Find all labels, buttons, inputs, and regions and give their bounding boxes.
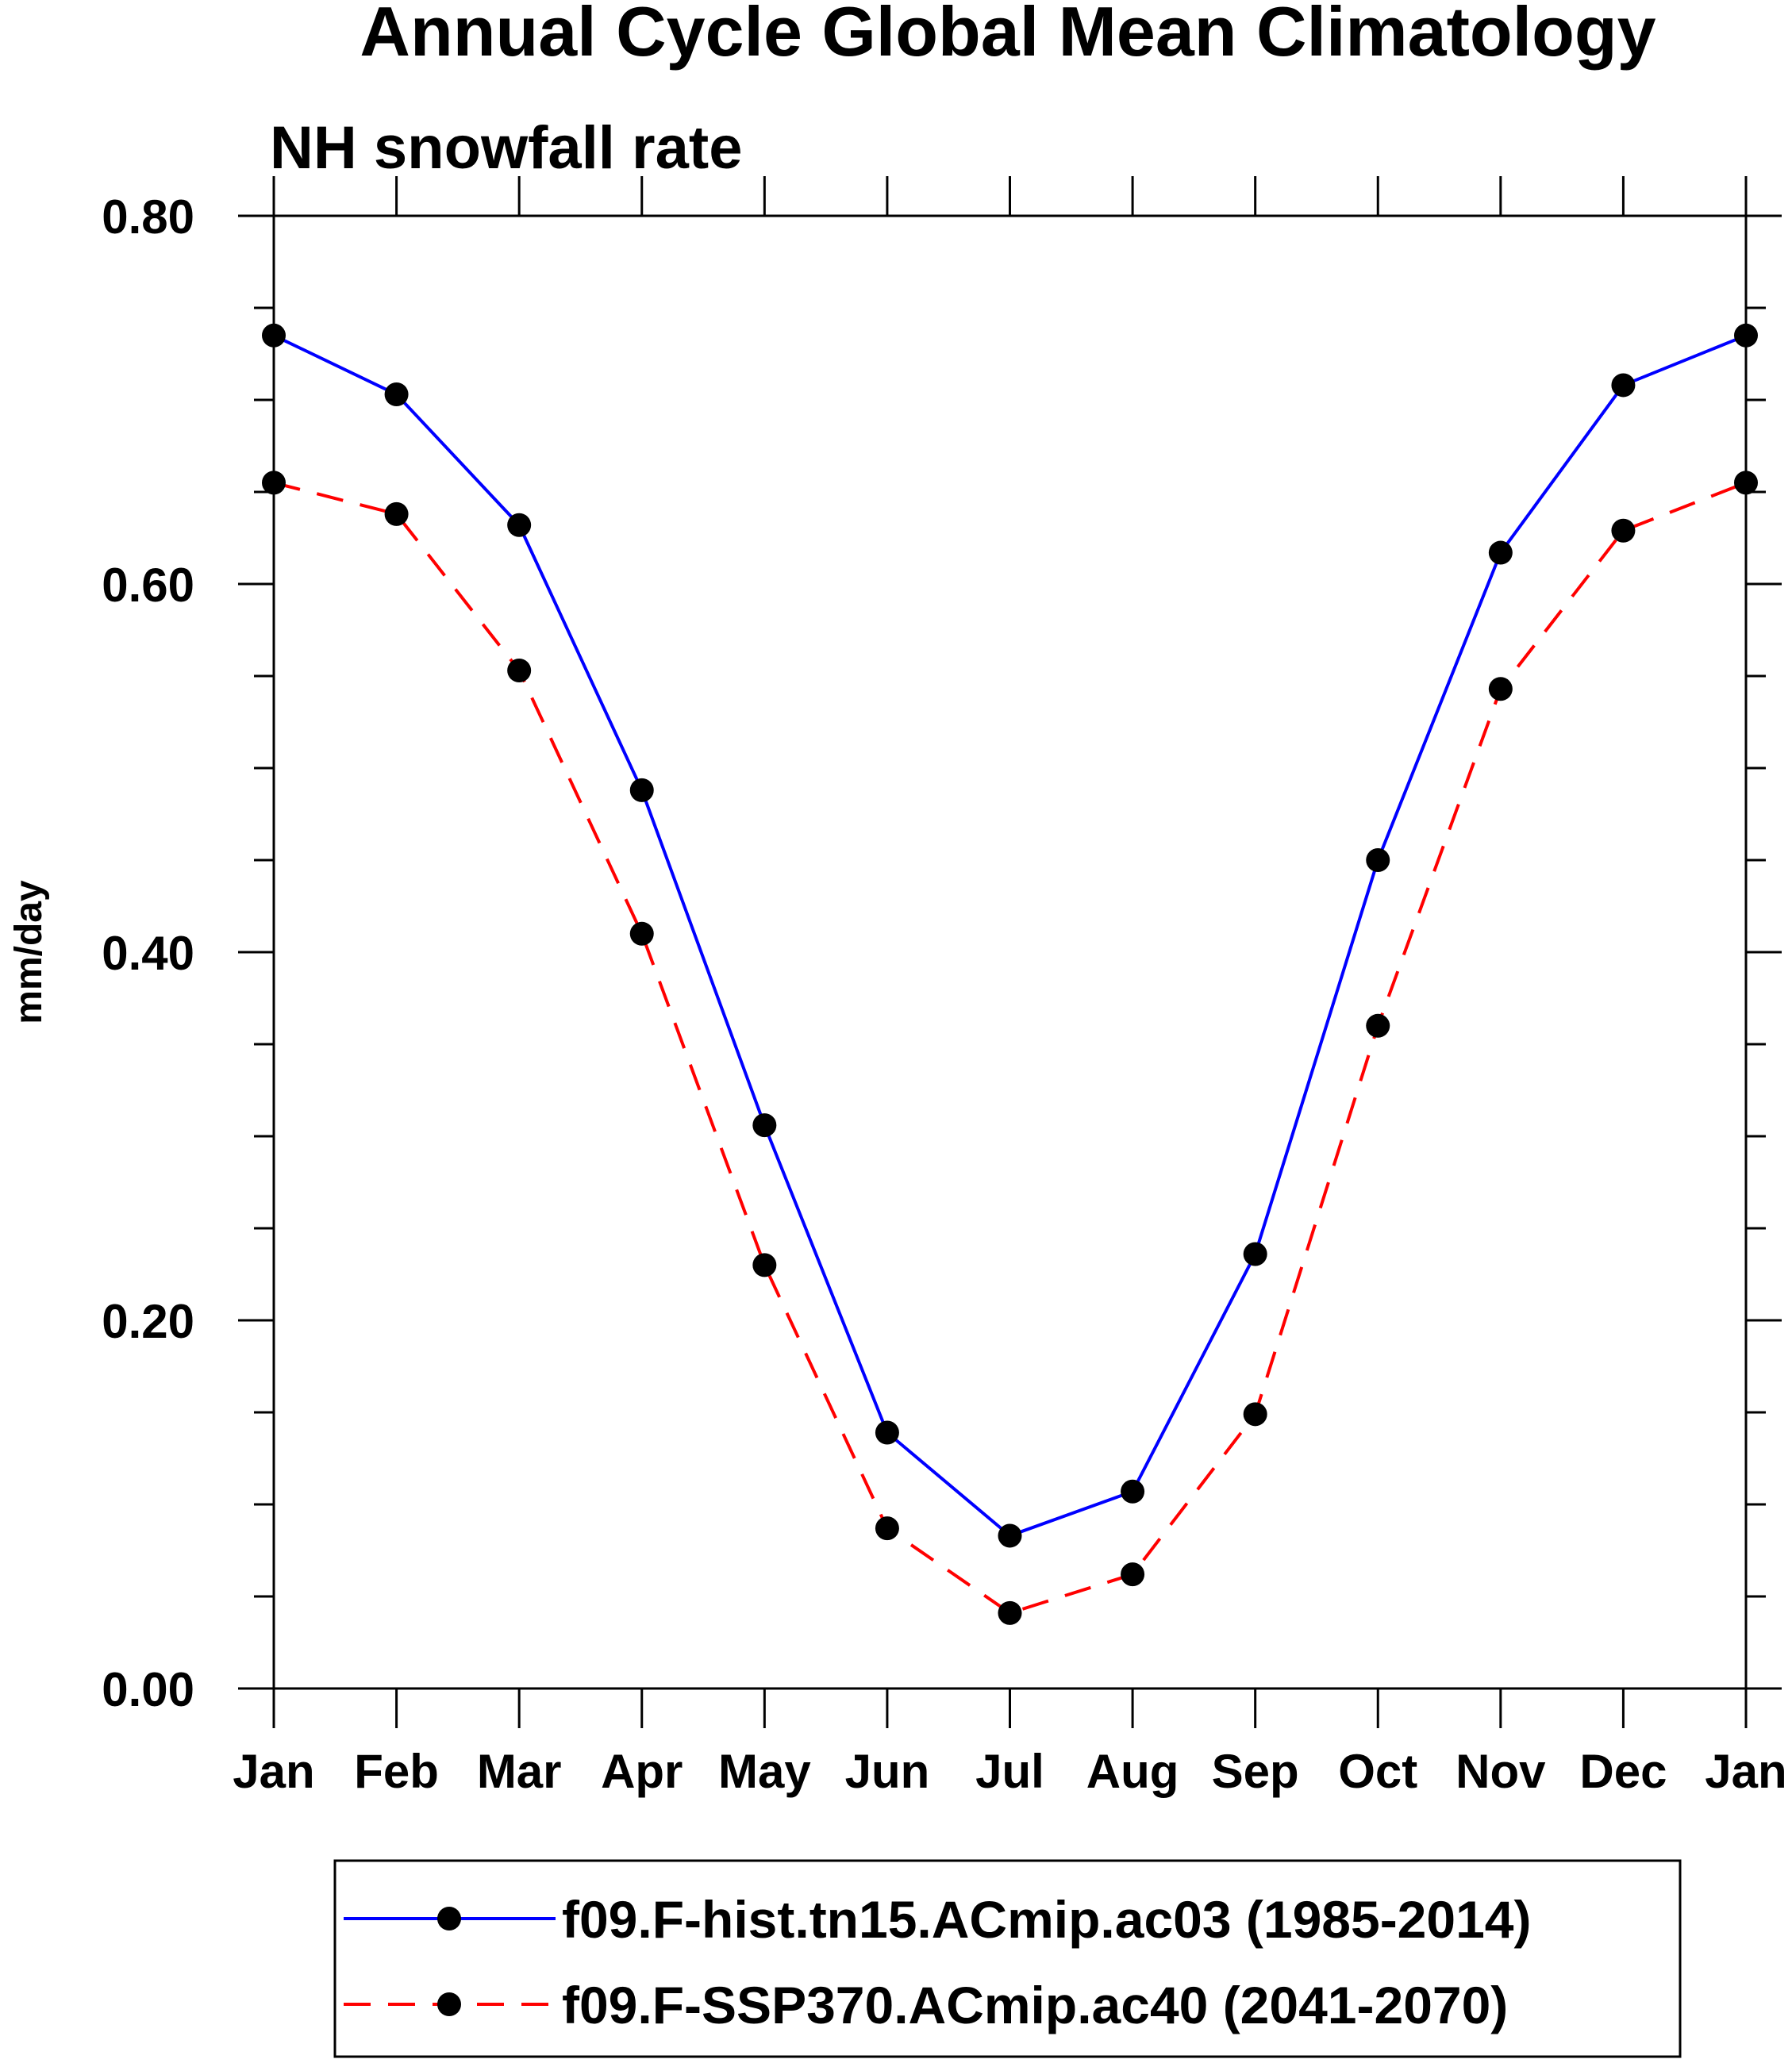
data-point bbox=[507, 513, 532, 537]
data-point bbox=[875, 1420, 899, 1445]
data-point bbox=[507, 659, 532, 683]
x-tick-label: Apr bbox=[601, 1745, 683, 1798]
data-point bbox=[1366, 848, 1390, 872]
y-tick-label: 0.20 bbox=[102, 1295, 194, 1348]
y-tick-label: 0.60 bbox=[102, 559, 194, 612]
data-point bbox=[1243, 1402, 1267, 1427]
x-tick-label: Nov bbox=[1456, 1745, 1546, 1798]
x-tick-label: Oct bbox=[1338, 1745, 1417, 1798]
y-tick-label: 0.40 bbox=[102, 927, 194, 980]
data-point bbox=[1734, 471, 1758, 495]
x-tick-label: Sep bbox=[1212, 1745, 1299, 1798]
legend: f09.F-hist.tn15.ACmip.ac03 (1985-2014) f… bbox=[333, 1859, 1682, 2058]
legend-marker-ssp370 bbox=[437, 1992, 461, 2016]
x-tick-label: Dec bbox=[1579, 1745, 1667, 1798]
x-tick-label: Feb bbox=[354, 1745, 439, 1798]
data-point bbox=[998, 1600, 1022, 1625]
data-point bbox=[875, 1516, 899, 1541]
legend-label-hist: f09.F-hist.tn15.ACmip.ac03 (1985-2014) bbox=[562, 1890, 1531, 1949]
x-tick-label: Jul bbox=[975, 1745, 1044, 1798]
data-point bbox=[1488, 677, 1513, 701]
plot-frame bbox=[272, 214, 1748, 1690]
series-line-0 bbox=[273, 333, 1747, 1538]
x-tick-label: Aug bbox=[1086, 1745, 1179, 1798]
legend-label-ssp370: f09.F-SSP370.ACmip.ac40 (2041-2070) bbox=[562, 1976, 1508, 2034]
x-tick-label: Mar bbox=[477, 1745, 562, 1798]
chart-subtitle: NH snowfall rate bbox=[270, 114, 742, 182]
y-axis-label: mm/day bbox=[8, 880, 50, 1024]
data-point bbox=[1121, 1479, 1145, 1504]
data-point bbox=[1121, 1562, 1145, 1587]
data-point bbox=[1611, 373, 1636, 398]
data-point bbox=[384, 501, 409, 526]
x-tick-label: May bbox=[718, 1745, 811, 1798]
data-point bbox=[998, 1523, 1022, 1548]
x-tick-label: Jan bbox=[1705, 1745, 1786, 1798]
data-point bbox=[1488, 540, 1513, 565]
data-point bbox=[1366, 1013, 1390, 1038]
legend-marker-hist bbox=[437, 1907, 461, 1930]
x-tick-label: Jun bbox=[845, 1745, 930, 1798]
data-point bbox=[262, 471, 286, 495]
data-point bbox=[1611, 518, 1636, 543]
data-point bbox=[752, 1113, 777, 1138]
series-line-1 bbox=[273, 481, 1747, 1615]
legend-box bbox=[333, 1859, 1682, 2058]
axis-ticks: 0.00 0.20 0.40 0.60 0.80 Jan Feb Mar Apr May Jun Ju… bbox=[102, 176, 1787, 1798]
plot-border bbox=[272, 214, 1748, 1690]
data-point bbox=[629, 921, 654, 946]
x-tick-label: Jan bbox=[233, 1745, 314, 1798]
data-point bbox=[1243, 1242, 1267, 1266]
data-point bbox=[752, 1253, 777, 1277]
chart-title: Annual Cycle Global Mean Climatology bbox=[360, 0, 1655, 71]
data-point bbox=[262, 323, 286, 348]
y-tick-label: 0.00 bbox=[102, 1663, 194, 1716]
data-point bbox=[1734, 323, 1758, 348]
y-tick-label: 0.80 bbox=[102, 190, 194, 244]
data-point bbox=[629, 778, 654, 802]
series-layer bbox=[262, 323, 1758, 1625]
data-point bbox=[384, 382, 409, 407]
